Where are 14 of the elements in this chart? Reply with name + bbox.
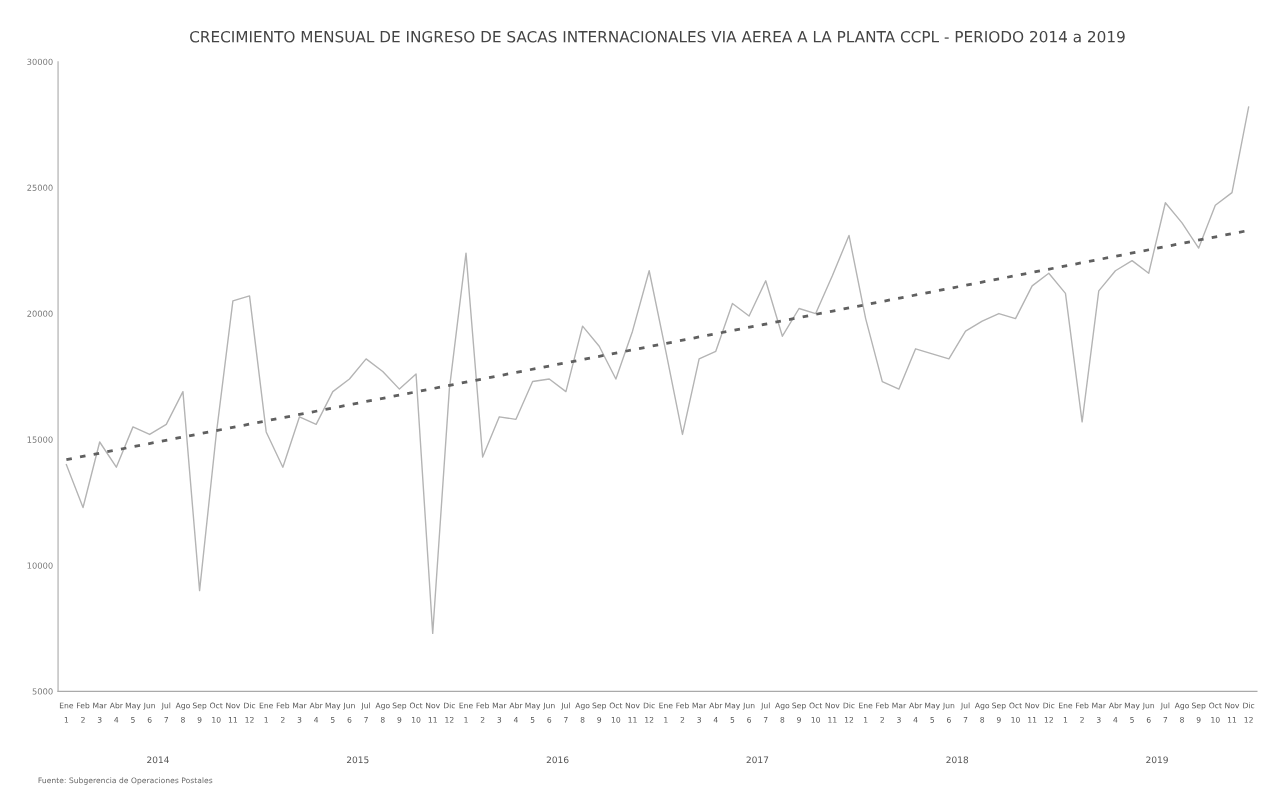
y-tick-label: 10000 [27,562,53,569]
text: 2018 [946,756,969,764]
y-tick-label: 30000 [27,58,53,65]
text: 2019 [1146,756,1168,764]
y-tick-label: 25000 [27,184,53,191]
text: 2017 [746,756,769,764]
text: 2015 [346,756,369,764]
text: 2014 [147,756,169,764]
y-tick-label: 15000 [27,436,53,443]
chart-title: CRECIMIENTO MENSUAL DE INGRESO DE SACAS INTERNACIONALES VIA AEREA A LA PLANTA CCPL - PERIODO 2014 a 2019 [190,30,1125,43]
text: 2016 [546,756,569,764]
line-series [65,106,1250,635]
y-tick-label: 20000 [27,310,53,317]
y-tick-label: 5000 [32,688,53,695]
